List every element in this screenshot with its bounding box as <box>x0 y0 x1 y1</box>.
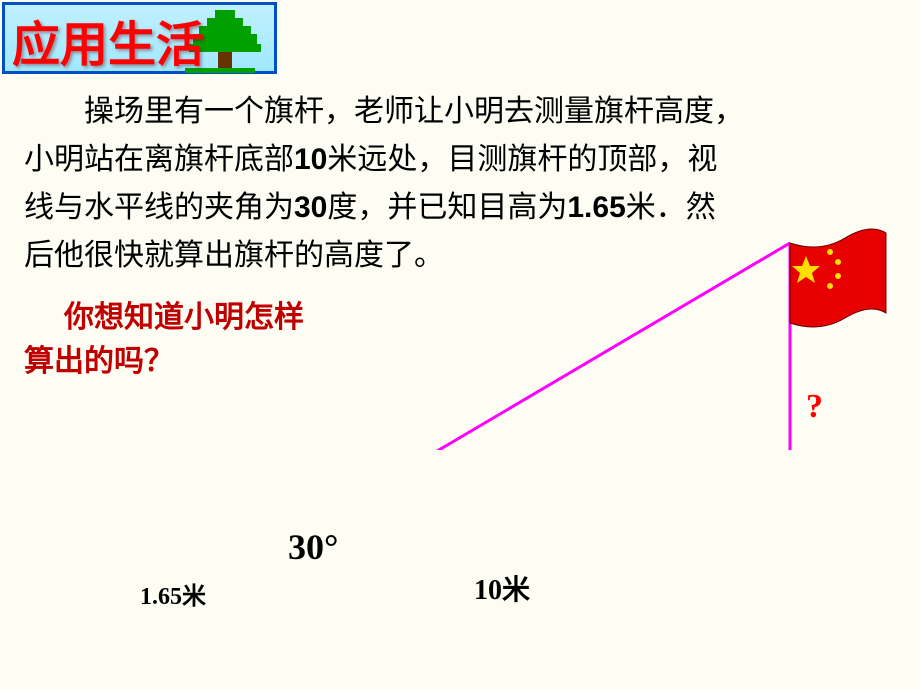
problem-text: 操场里有一个旗杆，老师让小明去测量旗杆高度， 小明站在离旗杆底部10米远处，目测… <box>24 88 896 280</box>
problem-l3b: 度，并已知目高为 <box>327 191 567 224</box>
distance-label: 10米 <box>474 568 530 608</box>
question-l1: 你想知道小明怎样 <box>64 301 304 334</box>
problem-l1: 操场里有一个旗杆，老师让小明去测量旗杆高度， <box>84 95 744 128</box>
angle-val: 30 <box>294 191 327 224</box>
eye-height-label: 1.65米 <box>140 576 206 611</box>
eye-height-unit: 米 <box>182 584 206 610</box>
question-l2: 算出的吗？ <box>24 345 174 378</box>
header-title: 应用生活 <box>12 5 204 75</box>
angle-label: 30° <box>288 526 338 568</box>
problem-l2b: 米远处，目测旗杆的顶部，视 <box>327 143 717 176</box>
unknown-label: ? <box>806 388 823 426</box>
problem-l4: 后他很快就算出旗杆的高度了。 <box>24 239 444 272</box>
dist-val: 10 <box>294 143 327 176</box>
problem-l3c: 米．然 <box>626 191 716 224</box>
eye-height-num: 1.65 <box>140 584 182 610</box>
distance-unit: 米 <box>502 575 530 606</box>
eye-val: 1.65 <box>567 191 625 224</box>
distance-num: 10 <box>474 575 502 606</box>
problem-l2a: 小明站在离旗杆底部 <box>24 143 294 176</box>
question-text: 你想知道小明怎样 算出的吗？ <box>24 296 304 384</box>
problem-l3a: 线与水平线的夹角为 <box>24 191 294 224</box>
